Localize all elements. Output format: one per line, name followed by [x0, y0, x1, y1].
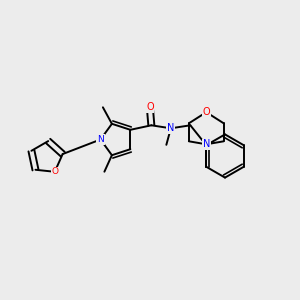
Text: N: N — [202, 139, 210, 149]
Text: O: O — [202, 107, 210, 117]
Text: O: O — [146, 102, 154, 112]
Text: N: N — [97, 135, 104, 144]
Text: N: N — [167, 123, 175, 133]
Text: O: O — [51, 167, 58, 176]
